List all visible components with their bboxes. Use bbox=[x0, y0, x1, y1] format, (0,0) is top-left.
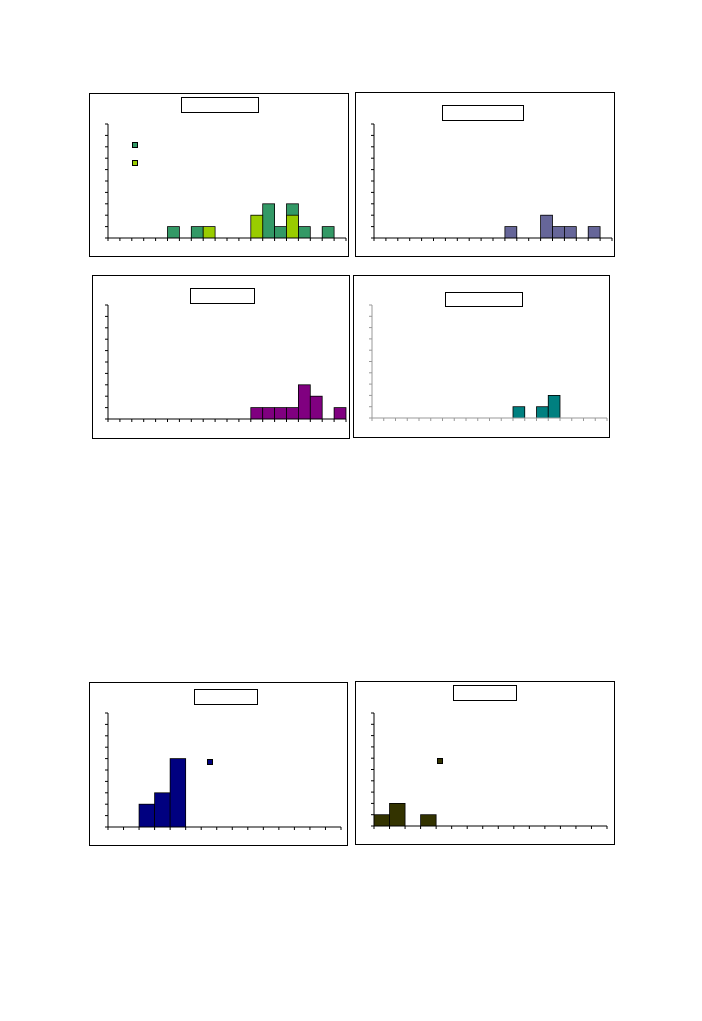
bar-s2-bin-9 bbox=[202, 226, 216, 239]
bar-s1-bin-17 bbox=[563, 226, 577, 239]
chart-title-2 bbox=[442, 105, 524, 121]
bar-s1-bin-17 bbox=[297, 226, 311, 239]
bar-s1-bin-15 bbox=[274, 226, 287, 239]
histogram-panel-1 bbox=[89, 93, 349, 257]
bar-s1-bin-19 bbox=[587, 226, 601, 239]
bar-s2-bin-13 bbox=[250, 214, 264, 239]
legend-item-1-series-2 bbox=[132, 160, 138, 166]
bar-s1-bin-15 bbox=[274, 407, 287, 420]
bar-s1-bin-12 bbox=[504, 226, 518, 239]
bar-s1-bin-16 bbox=[286, 407, 299, 420]
histogram-panel-4 bbox=[353, 275, 610, 438]
bar-s1-bin-15 bbox=[540, 214, 553, 239]
chart-title-6 bbox=[453, 685, 517, 701]
bar-s1-bin-3 bbox=[138, 803, 155, 828]
chart-title-4 bbox=[445, 292, 523, 307]
histogram-1 bbox=[105, 123, 347, 241]
histogram-panel-2 bbox=[355, 92, 615, 257]
bar-s1-bin-18 bbox=[309, 395, 323, 420]
bar-s1-bin-19 bbox=[321, 226, 335, 239]
legend-item-6-series-1 bbox=[437, 758, 443, 764]
bar-s1-bin-8 bbox=[190, 226, 204, 239]
legend-swatch bbox=[437, 758, 443, 764]
bar-s1-bin-13 bbox=[250, 407, 264, 420]
bar-s1-bin-20 bbox=[333, 407, 347, 420]
bar-s1-bin-5 bbox=[169, 758, 187, 828]
bar-s1-bin-15 bbox=[536, 406, 549, 419]
histogram-5 bbox=[105, 712, 342, 830]
legend-swatch bbox=[207, 759, 213, 765]
bar-s1-bin-4 bbox=[154, 792, 171, 828]
bar-s1-bin-14 bbox=[262, 407, 275, 420]
legend-item-5-series-1 bbox=[207, 759, 213, 765]
histogram-panel-6 bbox=[355, 681, 615, 845]
bar-s1-bin-16 bbox=[552, 226, 565, 239]
histogram-2 bbox=[371, 123, 613, 241]
bar-s1-bin-1 bbox=[373, 814, 390, 827]
bar-s1-bin-4 bbox=[420, 814, 437, 827]
histogram-4 bbox=[369, 304, 608, 421]
legend-item-1-series-1 bbox=[132, 142, 138, 148]
histogram-6 bbox=[371, 712, 608, 829]
bar-s1-bin-14 bbox=[262, 203, 275, 239]
legend-swatch bbox=[132, 142, 138, 148]
bar-s1-bin-13 bbox=[512, 406, 526, 419]
chart-title-5 bbox=[194, 689, 258, 705]
histogram-panel-3 bbox=[92, 275, 350, 439]
chart-title-1 bbox=[181, 97, 259, 113]
legend-swatch bbox=[132, 160, 138, 166]
bar-s2-bin-16 bbox=[286, 214, 299, 239]
histogram-panel-5 bbox=[89, 682, 348, 846]
bar-s1-bin-6 bbox=[167, 226, 180, 239]
chart-title-3 bbox=[190, 288, 255, 304]
bar-s1-bin-17 bbox=[297, 384, 311, 420]
bar-s1-bin-16 bbox=[547, 395, 561, 419]
histogram-3 bbox=[105, 304, 347, 422]
bar-s1-bin-2 bbox=[389, 803, 406, 827]
